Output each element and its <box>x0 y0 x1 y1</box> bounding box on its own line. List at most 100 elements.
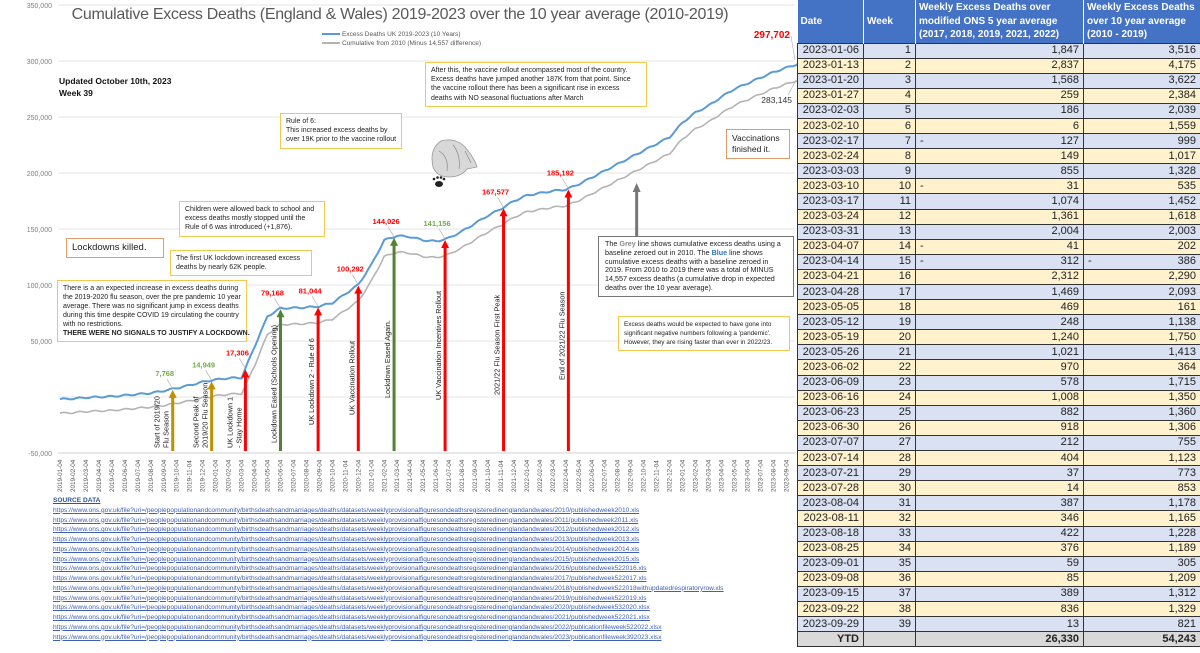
cell-ons5: 1,008 <box>915 389 1084 406</box>
cell-ons5: - 127 <box>915 133 1084 150</box>
value: 364 <box>1177 361 1196 374</box>
cell-avg10: 1,350 <box>1083 389 1200 406</box>
cell-avg10: 305 <box>1083 555 1200 572</box>
leader-line <box>274 298 281 309</box>
leader-line <box>438 228 446 240</box>
x-tick-label: 2020-11-04 <box>342 460 349 492</box>
cell-week: 14 <box>863 238 916 255</box>
cell-ons5: 1,240 <box>915 329 1084 346</box>
annotation-arrow: UK Vaccination Rollout 100,292 <box>337 265 364 451</box>
x-tick-label: 2021-09-04 <box>472 459 479 492</box>
cell-avg10: 1,189 <box>1083 540 1200 557</box>
value: 1,361 <box>1051 210 1079 223</box>
source-link[interactable]: https://www.ons.gov.uk/file?uri=/peoplep… <box>53 536 640 543</box>
cell-date: 2023-03-24 <box>797 208 864 225</box>
value: 836 <box>1060 602 1079 615</box>
leader-line <box>205 370 212 381</box>
cell-week: 20 <box>863 329 916 346</box>
value: 14 <box>1066 481 1079 494</box>
x-tick-label: 2022-08-04 <box>615 459 622 492</box>
source-link[interactable]: https://www.ons.gov.uk/file?uri=/peoplep… <box>53 633 662 641</box>
source-link[interactable]: https://www.ons.gov.uk/file?uri=/peoplep… <box>53 623 662 631</box>
cell-ons5: 578 <box>915 374 1084 391</box>
cell-ons5: 389 <box>915 585 1084 602</box>
value: 1,559 <box>1168 119 1196 132</box>
source-link[interactable]: https://www.ons.gov.uk/file?uri=/peoplep… <box>53 506 640 514</box>
cell-avg10: 1,329 <box>1083 600 1200 618</box>
value: 59 <box>1066 557 1079 570</box>
cell-week: 5 <box>863 102 916 119</box>
cell-week: 10 <box>863 178 916 195</box>
cell-date: 2023-02-03 <box>797 102 864 119</box>
annotation-arrow: 2021/22 Flu Season First Peak 167,577 <box>482 187 509 451</box>
source-link[interactable]: https://www.ons.gov.uk/file?uri=/peoplep… <box>53 545 640 553</box>
cell-week: 17 <box>863 283 916 301</box>
cell-ons5: 37 <box>915 465 1084 482</box>
value: 1,240 <box>1051 330 1079 343</box>
cell-week: 13 <box>863 223 916 240</box>
cell-ons5: 422 <box>915 525 1084 542</box>
source-link[interactable]: https://www.ons.gov.uk/file?uri=/peoplep… <box>53 575 647 582</box>
cell-date: 2023-02-10 <box>797 117 864 135</box>
table-row: 2023-02-24 8 149 1,017 <box>797 148 1200 165</box>
value: 41 <box>1066 240 1079 253</box>
cell-date: 2023-03-10 <box>797 178 864 195</box>
arrow-head-icon <box>354 285 363 294</box>
annotation-label: - Stay Home <box>234 407 243 448</box>
x-tick-label: 2023-08-04 <box>770 459 777 492</box>
value: 2,384 <box>1168 89 1196 102</box>
cell-date: 2023-03-17 <box>797 193 864 210</box>
x-tick-label: 2021-06-04 <box>433 459 440 492</box>
source-heading: SOURCE DATA <box>53 497 101 504</box>
leader-line <box>790 35 796 61</box>
header-date: Date <box>797 0 864 43</box>
note-first-lockdown: The first UK lockdown increased excess d… <box>170 250 312 277</box>
table-row: 2023-01-06 1 1,847 3,516 <box>797 42 1200 59</box>
cell-week: 28 <box>863 450 916 467</box>
annotation-label: UK Vaccination Incentives Rollout <box>434 291 443 400</box>
x-tick-label: 2023-05-04 <box>731 459 738 492</box>
value: 1,350 <box>1168 391 1196 404</box>
note-line: This increased excess deaths by <box>286 127 388 135</box>
source-link[interactable]: https://www.ons.gov.uk/file?uri=/peoplep… <box>53 565 647 573</box>
value: 1,165 <box>1168 511 1196 524</box>
value: 13 <box>1066 617 1079 630</box>
source-link[interactable]: https://www.ons.gov.uk/file?uri=/peoplep… <box>53 516 639 524</box>
cell-ons5: 855 <box>915 163 1084 180</box>
source-link[interactable]: https://www.ons.gov.uk/file?uri=/peoplep… <box>53 555 640 563</box>
x-tick-label: 2021-03-04 <box>394 459 401 492</box>
table-row: 2023-03-17 11 1,074 1,452 <box>797 193 1200 210</box>
arrow-head-icon <box>390 237 399 246</box>
value: 37 <box>1066 466 1079 479</box>
cell-week: 27 <box>863 434 916 452</box>
x-tick-label: 2020-09-04 <box>316 459 323 492</box>
cell-week: 3 <box>863 72 916 89</box>
source-link[interactable]: https://www.ons.gov.uk/file?uri=/peoplep… <box>53 526 640 534</box>
value: 1,715 <box>1168 376 1196 389</box>
source-link[interactable]: https://www.ons.gov.uk/file?uri=/peoplep… <box>53 614 650 621</box>
annotation-arrow: Second Peak of 2019/20 Flu Season 14,949 <box>192 360 216 451</box>
x-tick-label: 2020-12-04 <box>355 459 362 492</box>
x-tick-label: 2023-09-04 <box>783 459 790 492</box>
cell-ons5: 6 <box>915 117 1084 135</box>
source-link[interactable]: https://www.ons.gov.uk/file?uri=/peoplep… <box>53 594 647 602</box>
cell-date: 2023-09-08 <box>797 570 864 587</box>
cell-date: 2023-03-03 <box>797 163 864 180</box>
table-row: 2023-05-05 18 469 161 <box>797 299 1200 316</box>
source-link[interactable]: https://www.ons.gov.uk/file?uri=/peoplep… <box>53 584 724 592</box>
source-link[interactable]: https://www.ons.gov.uk/file?uri=/peoplep… <box>53 604 650 612</box>
legend-label: Cumulative from 2010 (Minus 14,557 diffe… <box>342 40 481 47</box>
header-avg10: Weekly Excess Deaths over 10 year averag… <box>1083 0 1200 43</box>
table-row: 2023-09-01 35 59 305 <box>797 555 1200 572</box>
cell-ons5: 59 <box>915 555 1084 572</box>
x-tick-label: 2023-06-04 <box>744 459 751 492</box>
annotation-label: Second Peak of <box>192 396 201 448</box>
table-row: 2023-05-19 20 1,240 1,750 <box>797 329 1200 346</box>
x-tick-label: 2020-06-04 <box>277 459 284 492</box>
cell-date: 2023-04-07 <box>797 238 864 255</box>
arrow-head-icon <box>168 389 177 398</box>
x-tick-label: 2021-11-04 <box>498 460 505 492</box>
cell-date: 2023-09-29 <box>797 616 864 633</box>
cell-date: 2023-04-21 <box>797 268 864 286</box>
table-row: 2023-09-08 36 85 1,209 <box>797 570 1200 587</box>
